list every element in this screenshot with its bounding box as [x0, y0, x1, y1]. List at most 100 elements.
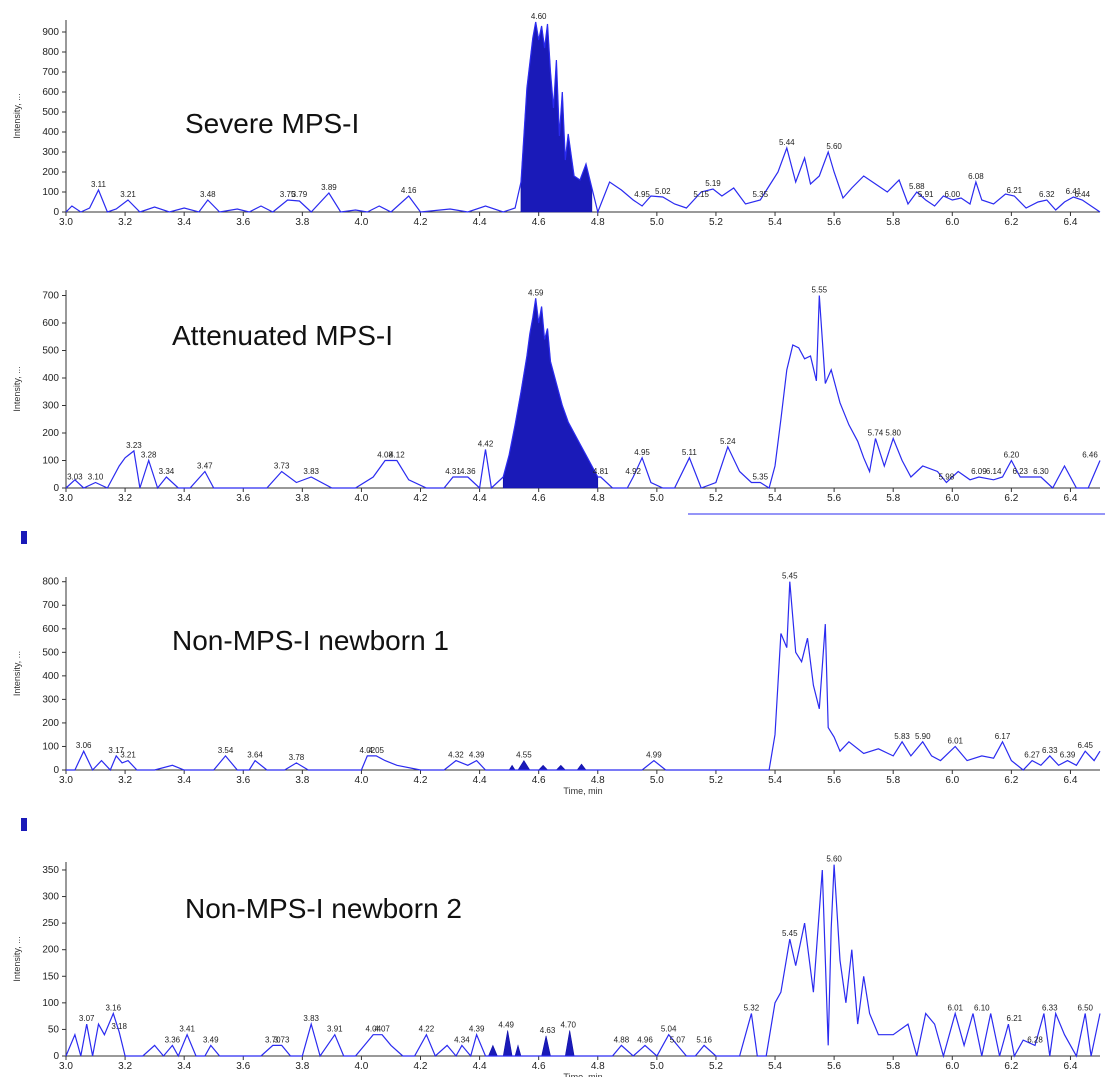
peak-label: 5.98 — [939, 473, 955, 482]
peak-label: 5.35 — [752, 473, 768, 482]
peak-label: 4.31 — [445, 467, 461, 476]
x-tick-label: 4.0 — [354, 1061, 368, 1072]
y-tick-label: 400 — [42, 671, 59, 682]
x-tick-label: 4.8 — [591, 775, 605, 786]
x-tick-label: 3.0 — [59, 217, 73, 228]
x-tick-label: 6.2 — [1004, 493, 1018, 504]
peak-label: 6.44 — [1074, 190, 1090, 199]
peak-label: 6.33 — [1042, 1003, 1058, 1012]
peak-label: 6.09 — [971, 467, 987, 476]
y-tick-label: 400 — [42, 373, 59, 384]
peak-label: 4.95 — [634, 190, 650, 199]
peak-label: 3.07 — [79, 1014, 95, 1023]
peak-label: 5.11 — [682, 448, 698, 457]
peak-label: 4.16 — [401, 186, 417, 195]
y-tick-label: 600 — [42, 318, 59, 329]
x-tick-label: 4.6 — [532, 493, 546, 504]
peak-label: 3.17 — [108, 746, 124, 755]
peak-label: 4.49 — [498, 1020, 514, 1029]
peak-label: 3.83 — [303, 467, 319, 476]
x-tick-label: 4.4 — [473, 217, 487, 228]
x-axis-label: Time, min — [563, 786, 602, 796]
peak-label: 4.05 — [368, 746, 384, 755]
panel-title: Severe MPS-I — [185, 108, 359, 139]
peak-label: 6.30 — [1033, 467, 1049, 476]
x-tick-label: 4.4 — [473, 1061, 487, 1072]
x-axis-label: Time, min — [563, 1072, 602, 1077]
peak-label: 6.17 — [995, 732, 1011, 741]
peak-label: 3.73 — [274, 1035, 290, 1044]
peak-label: 4.96 — [637, 1035, 653, 1044]
x-tick-label: 3.2 — [118, 217, 132, 228]
y-tick-label: 100 — [42, 741, 59, 752]
peak-label: 3.41 — [179, 1025, 195, 1034]
filled-peak-spike — [537, 764, 549, 771]
x-tick-label: 3.2 — [118, 1061, 132, 1072]
filled-peak-spike — [541, 1035, 551, 1057]
x-tick-label: 3.0 — [59, 1061, 73, 1072]
x-tick-label: 3.2 — [118, 775, 132, 786]
peak-label: 4.12 — [389, 451, 405, 460]
peak-label: 5.91 — [918, 190, 934, 199]
peak-label: 6.23 — [1012, 467, 1028, 476]
peak-label: 3.16 — [105, 1003, 121, 1012]
peak-label: 4.92 — [625, 467, 641, 476]
y-tick-label: 0 — [53, 207, 59, 218]
peak-label: 5.15 — [693, 190, 709, 199]
y-tick-label: 250 — [42, 918, 59, 929]
peak-label: 4.32 — [448, 751, 464, 760]
x-tick-label: 3.8 — [295, 775, 309, 786]
marker-square — [21, 531, 27, 544]
peak-label: 4.39 — [469, 751, 485, 760]
peak-label: 5.45 — [782, 572, 798, 581]
y-tick-label: 800 — [42, 47, 59, 58]
peak-label: 4.55 — [516, 751, 532, 760]
peak-label: 4.39 — [469, 1025, 485, 1034]
peak-label: 3.64 — [247, 751, 263, 760]
y-axis-label: Intensity, ... — [12, 936, 22, 981]
x-tick-label: 4.0 — [354, 217, 368, 228]
marker-square — [21, 818, 27, 831]
y-tick-label: 900 — [42, 27, 59, 38]
x-tick-label: 3.4 — [177, 493, 191, 504]
x-tick-label: 4.4 — [473, 775, 487, 786]
filled-peak-spike — [517, 760, 531, 771]
x-tick-label: 6.4 — [1064, 775, 1078, 786]
y-tick-label: 50 — [48, 1024, 60, 1035]
peak-label: 5.45 — [782, 929, 798, 938]
x-tick-label: 4.8 — [591, 1061, 605, 1072]
peak-label: 6.45 — [1077, 741, 1093, 750]
peak-label: 3.89 — [321, 183, 337, 192]
x-tick-label: 5.4 — [768, 493, 782, 504]
y-tick-label: 100 — [42, 187, 59, 198]
y-tick-label: 200 — [42, 428, 59, 439]
peak-label: 5.60 — [826, 142, 842, 151]
peak-label: 5.80 — [885, 429, 901, 438]
filled-peak-spike — [555, 764, 566, 771]
y-axis-label: Intensity, ... — [12, 366, 22, 411]
peak-label: 5.19 — [705, 179, 721, 188]
peak-label: 5.32 — [744, 1003, 760, 1012]
chart-panel-3: 0 100 200 300 400 500 600 700 800 3.0 3.2 3.4 3.6 3.8… — [12, 572, 1101, 796]
y-tick-label: 300 — [42, 147, 59, 158]
peak-label: 6.01 — [947, 736, 963, 745]
peak-label: 3.91 — [327, 1025, 343, 1034]
x-tick-label: 6.0 — [945, 1061, 959, 1072]
x-tick-label: 5.8 — [886, 775, 900, 786]
y-tick-label: 500 — [42, 107, 59, 118]
x-tick-label: 5.6 — [827, 493, 841, 504]
x-tick-label: 6.4 — [1064, 493, 1078, 504]
peak-label: 6.21 — [1007, 1014, 1023, 1023]
x-tick-label: 3.4 — [177, 1061, 191, 1072]
x-tick-label: 4.6 — [532, 775, 546, 786]
x-tick-label: 4.6 — [532, 1061, 546, 1072]
peak-label: 3.10 — [88, 473, 104, 482]
peak-label: 6.28 — [1027, 1035, 1043, 1044]
peak-label: 4.42 — [478, 440, 494, 449]
x-tick-label: 4.6 — [532, 217, 546, 228]
x-tick-label: 6.2 — [1004, 775, 1018, 786]
y-tick-label: 800 — [42, 577, 59, 588]
panel-title: Attenuated MPS-I — [172, 320, 393, 351]
peak-label: 3.28 — [141, 451, 157, 460]
panel-title: Non-MPS-I newborn 1 — [172, 625, 449, 656]
